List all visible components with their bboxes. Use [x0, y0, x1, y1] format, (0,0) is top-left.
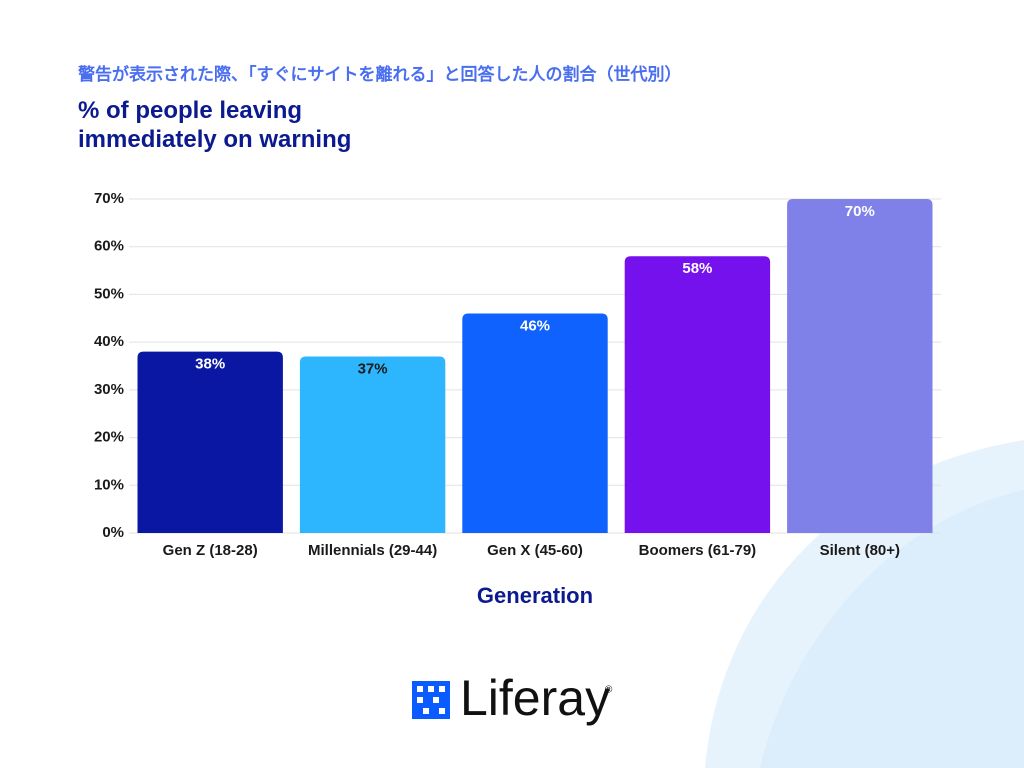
subtitle: 警告が表示された際、「すぐにサイトを離れる」と回答した人の割合（世代別） [78, 65, 682, 85]
x-tick-label: Gen Z (18-28) [163, 542, 258, 559]
y-tick-label: 40% [94, 333, 124, 350]
y-tick-label: 20% [94, 429, 124, 446]
value-label: 38% [195, 356, 225, 373]
value-label: 37% [358, 360, 388, 377]
x-tick-label: Millennials (29-44) [308, 542, 437, 559]
chart-title: % of people leaving immediately on warni… [78, 97, 352, 153]
value-label: 46% [520, 317, 550, 334]
y-tick-label: 70% [94, 190, 124, 207]
bar [462, 313, 608, 533]
value-label: 70% [845, 203, 875, 220]
bar [787, 199, 933, 533]
y-tick-label: 10% [94, 476, 124, 493]
y-tick-label: 50% [94, 285, 124, 302]
logo-text: Liferay [460, 670, 610, 726]
value-label: 58% [682, 260, 712, 277]
x-tick-label: Boomers (61-79) [639, 542, 757, 559]
logo-registered: ® [605, 685, 613, 696]
y-tick-label: 30% [94, 381, 124, 398]
x-axis-label: Generation [477, 583, 593, 608]
x-tick-label: Gen X (45-60) [487, 542, 583, 559]
x-tick-label: Silent (80+) [820, 542, 900, 559]
bar [299, 356, 446, 533]
bar [137, 351, 283, 533]
logo: Liferay ® [412, 670, 613, 726]
y-tick-label: 60% [94, 238, 124, 255]
bar [624, 256, 771, 533]
y-tick-label: 0% [102, 524, 124, 541]
